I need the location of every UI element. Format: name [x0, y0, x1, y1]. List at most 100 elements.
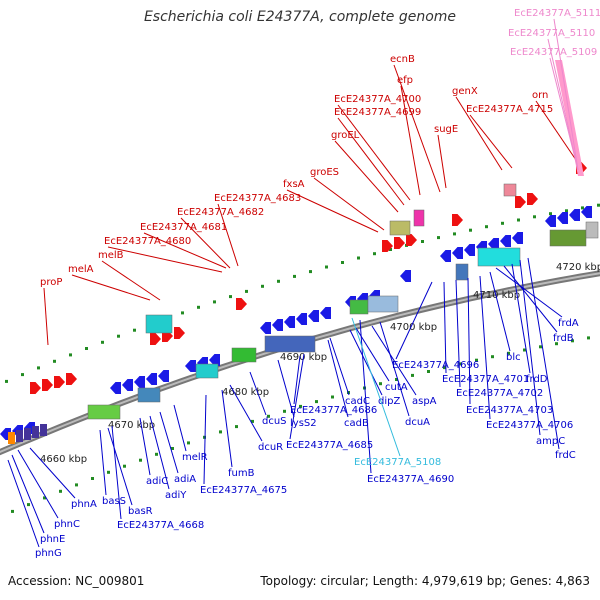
lower-tick-mark [571, 339, 574, 343]
lower-gene-leader [149, 415, 170, 490]
upper-gene-leader [43, 287, 49, 346]
lower-tick-mark [459, 362, 462, 366]
feature-block [231, 347, 257, 363]
lower-tick-mark [171, 447, 174, 450]
lower-gene-leader [107, 427, 133, 506]
upper-tick-mark [597, 203, 600, 207]
lower-gene-label: phnC [54, 519, 80, 530]
kbp-label: 4700 kbp [390, 322, 437, 333]
lower-gene-leader [443, 281, 447, 374]
lower-gene-leader [203, 394, 207, 485]
lower-tick-mark [219, 430, 222, 434]
kbp-label: 4680 kbp [222, 387, 269, 398]
lower-gene-label: EcE24377A_4685 [286, 440, 373, 451]
upper-gene-leader [313, 177, 385, 231]
feature-block [503, 183, 517, 197]
upper-tick-mark [341, 261, 344, 264]
feature-block [455, 263, 469, 281]
upper-tick-mark [453, 232, 456, 236]
cyan-gene-label: EcE24377A_5108 [354, 457, 441, 468]
forward-gene-arrow [54, 376, 65, 388]
upper-tick-mark [245, 289, 248, 293]
lower-gene-leader [229, 384, 263, 442]
feature-block [137, 387, 161, 403]
lower-tick-mark [75, 483, 78, 487]
lower-tick-mark [411, 373, 414, 377]
lower-gene-label: blc [506, 352, 521, 363]
lower-tick-mark [395, 378, 398, 381]
upper-tick-mark [373, 252, 376, 256]
lower-gene-leader [11, 454, 45, 534]
reverse-gene-arrow [272, 319, 283, 331]
upper-tick-mark [517, 218, 520, 222]
reverse-gene-arrow [209, 354, 220, 366]
upper-tick-mark [357, 256, 360, 260]
upper-tick-mark [469, 228, 472, 232]
lower-tick-mark [123, 464, 126, 468]
lower-gene-leader [173, 404, 187, 452]
lower-gene-label: phnG [35, 548, 62, 559]
lower-tick-mark [107, 470, 110, 474]
forward-gene-arrow [174, 327, 185, 339]
upper-tick-mark [437, 236, 440, 240]
reverse-gene-arrow [260, 322, 271, 334]
upper-gene-label: melA [68, 264, 94, 275]
forward-gene-arrow [66, 373, 77, 385]
lower-tick-mark [155, 452, 158, 456]
feature-block [367, 295, 399, 313]
upper-gene-leader [180, 217, 231, 269]
lower-gene-leader [7, 459, 40, 548]
lower-gene-leader [327, 339, 349, 418]
lower-gene-leader [139, 417, 151, 476]
lower-gene-leader [29, 447, 76, 499]
upper-tick-mark [117, 334, 120, 338]
upper-gene-leader [286, 189, 379, 233]
cyan-gene-leader [351, 317, 401, 457]
lower-gene-label: EcE24377A_4706 [486, 420, 573, 431]
reverse-gene-arrow [320, 307, 331, 319]
lower-tick-mark [251, 419, 254, 423]
operon-block [8, 432, 15, 444]
upper-tick-mark [581, 206, 584, 210]
upper-gene-leader [143, 232, 227, 269]
upper-tick-mark [213, 300, 216, 304]
forward-gene-arrow [527, 193, 538, 205]
lower-gene-label: aspA [412, 396, 437, 407]
lower-gene-label: EcE24377A_4675 [200, 485, 287, 496]
lower-gene-label: melR [182, 452, 208, 463]
upper-tick-mark [69, 353, 72, 357]
lower-tick-mark [587, 336, 590, 340]
accession-label: Accession: NC_009801 [8, 574, 145, 588]
lower-gene-leader [511, 263, 531, 374]
lower-gene-label: lysS2 [290, 418, 317, 429]
lower-gene-leader [293, 355, 301, 405]
upper-gene-label: EcE24377A_4715 [466, 104, 553, 115]
lower-tick-mark [555, 342, 558, 346]
feature-block [349, 299, 369, 315]
lower-gene-leader [467, 277, 471, 405]
lower-gene-label: EcE24377A_4702 [456, 388, 543, 399]
lower-gene-label: EcE24377A_4701 [442, 374, 529, 385]
lower-tick-mark [299, 404, 302, 408]
upper-tick-mark [533, 215, 536, 219]
lower-tick-mark [187, 441, 190, 445]
lower-gene-leader [455, 279, 461, 388]
lower-gene-label: adiA [174, 474, 196, 485]
reverse-gene-arrow [452, 247, 463, 259]
lower-gene-leader [371, 325, 417, 396]
upper-gene-label: groES [310, 167, 339, 178]
upper-gene-leader [334, 140, 399, 213]
upper-gene-label: ecnB [390, 54, 415, 65]
lower-gene-leader [99, 429, 107, 496]
reverse-gene-arrow [158, 370, 169, 382]
forward-gene-arrow [30, 382, 41, 394]
lower-gene-label: frdC [555, 450, 576, 461]
upper-tick-mark [5, 379, 8, 383]
upper-gene-leader [535, 100, 577, 161]
upper-gene-leader [469, 114, 513, 169]
lower-gene-label: adiY [165, 490, 187, 501]
upper-tick-mark [133, 328, 136, 332]
upper-gene-leader [437, 134, 447, 189]
